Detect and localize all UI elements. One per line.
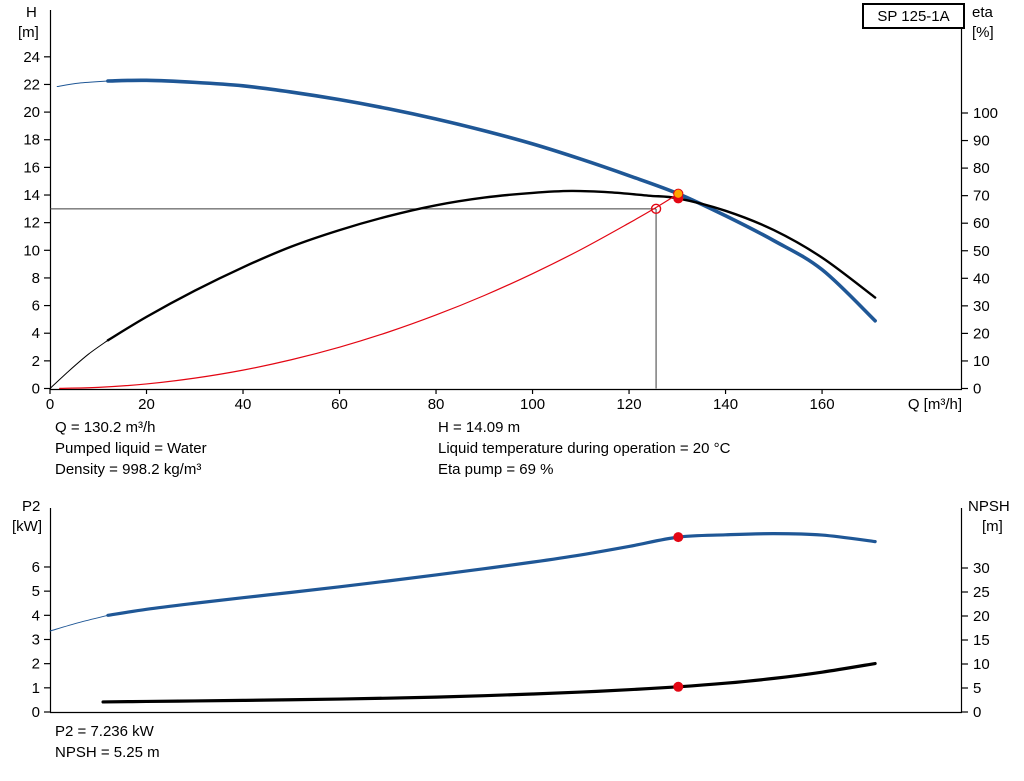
y-left-tick-label: 8 <box>32 270 40 287</box>
x-tick-label: 80 <box>428 396 445 413</box>
pump-type-label: SP 125-1A <box>877 7 950 25</box>
y-right-tick-label: 50 <box>973 243 990 260</box>
x-tick-label: 40 <box>235 396 252 413</box>
y-right-axis-title-bottom: NPSH <box>968 498 1010 515</box>
series-p2-curve <box>106 532 877 617</box>
y-left-tick-label: 4 <box>32 325 40 342</box>
series-head-curve-lead <box>56 80 109 88</box>
duty-info-right-column: H = 14.09 m Liquid temperature during op… <box>438 417 730 480</box>
y-left-axis-unit-top: [m] <box>18 24 39 41</box>
y-left-tick-label: 2 <box>32 656 40 673</box>
y-right-tick-label: 80 <box>973 160 990 177</box>
y-left-tick-label: 6 <box>32 298 40 315</box>
y-left-tick-label: 2 <box>32 353 40 370</box>
y-left-tick-label: 1 <box>32 680 40 697</box>
y-right-axis-unit-top: [%] <box>972 24 994 41</box>
p2-npsh-chart: 0 1 2 3 4 5 6 0 5 10 15 20 25 30 <box>32 508 990 721</box>
duty-point-marker[interactable] <box>673 188 684 199</box>
y-left-tick-label: 22 <box>23 76 40 93</box>
y-right-tick-label: 100 <box>973 105 998 122</box>
y-right-tick-label: 25 <box>973 584 990 601</box>
density-text: Density = 998.2 kg/m³ <box>55 461 202 478</box>
y-right-tick-label: 10 <box>973 353 990 370</box>
series-p2-curve-lead <box>49 614 109 632</box>
p2-text: P2 = 7.236 kW <box>55 723 154 740</box>
eta-pump-text: Eta pump = 69 % <box>438 461 554 478</box>
y-left-tick-label: 18 <box>23 132 40 149</box>
y-left-tick-label: 10 <box>23 242 40 259</box>
x-tick-label: 60 <box>331 396 348 413</box>
y-left-tick-label: 0 <box>32 704 40 721</box>
y-left-tick-label: 5 <box>32 583 40 600</box>
series-npsh-curve <box>101 661 877 704</box>
y-left-tick-label: 24 <box>23 49 40 66</box>
y-right-axis-unit-bottom: [m] <box>982 518 1003 535</box>
x-tick-label: 120 <box>617 396 642 413</box>
y-left-axis-unit-bottom: [kW] <box>12 518 42 535</box>
y-left-tick-label: 0 <box>32 381 40 398</box>
duty-h-text: H = 14.09 m <box>438 419 521 436</box>
pump-type-box: SP 125-1A <box>862 3 965 29</box>
y-right-tick-label: 30 <box>973 298 990 315</box>
series-eta-curve-lead <box>49 339 109 389</box>
y-right-tick-label: 60 <box>973 215 990 232</box>
y-left-tick-label: 3 <box>32 631 40 648</box>
series-eta-curve <box>106 189 877 342</box>
y-left-tick-label: 14 <box>23 187 40 204</box>
y-left-tick-label: 20 <box>23 104 40 121</box>
y-right-tick-label: 40 <box>973 270 990 287</box>
series-head-curve <box>106 78 877 323</box>
y-left-tick-label: 12 <box>23 215 40 232</box>
series-system-curve <box>59 193 679 389</box>
y-left-axis-title-top: H <box>26 4 37 21</box>
y-right-tick-label: 20 <box>973 608 990 625</box>
duty-q-text: Q = 130.2 m³/h <box>55 419 156 436</box>
power-info-column: P2 = 7.236 kW NPSH = 5.25 m <box>55 721 160 763</box>
y-right-tick-label: 15 <box>973 632 990 649</box>
y-right-tick-label: 5 <box>973 680 981 697</box>
npsh-text: NPSH = 5.25 m <box>55 744 160 761</box>
duty-point-marker[interactable] <box>673 681 684 692</box>
x-axis-title: Q [m³/h] <box>908 396 962 413</box>
y-right-tick-label: 0 <box>973 704 981 721</box>
x-tick-label: 140 <box>713 396 738 413</box>
y-left-axis-title-bottom: P2 <box>22 498 41 515</box>
x-tick-label: 0 <box>46 396 54 413</box>
y-left-tick-label: 16 <box>23 159 40 176</box>
y-right-tick-label: 20 <box>973 325 990 342</box>
y-right-tick-label: 70 <box>973 188 990 205</box>
y-right-tick-label: 30 <box>973 560 990 577</box>
duty-point-marker[interactable] <box>673 532 684 543</box>
requested-duty-point-marker[interactable] <box>650 203 662 215</box>
liquid-temperature-text: Liquid temperature during operation = 20… <box>438 440 731 457</box>
y-right-tick-label: 10 <box>973 656 990 673</box>
x-tick-label: 100 <box>520 396 545 413</box>
y-right-axis-title-top: eta <box>972 4 993 21</box>
duty-info-left-column: Q = 130.2 m³/h Pumped liquid = Water Den… <box>55 417 207 480</box>
y-right-tick-label: 90 <box>973 133 990 150</box>
y-left-tick-label: 6 <box>32 559 40 576</box>
y-right-tick-label: 0 <box>973 381 981 398</box>
qh-chart: 0246810121416182022240102030405060708090… <box>23 10 998 413</box>
pumped-liquid-text: Pumped liquid = Water <box>55 440 207 457</box>
x-tick-label: 160 <box>810 396 835 413</box>
x-tick-label: 20 <box>138 396 155 413</box>
y-left-tick-label: 4 <box>32 607 40 624</box>
